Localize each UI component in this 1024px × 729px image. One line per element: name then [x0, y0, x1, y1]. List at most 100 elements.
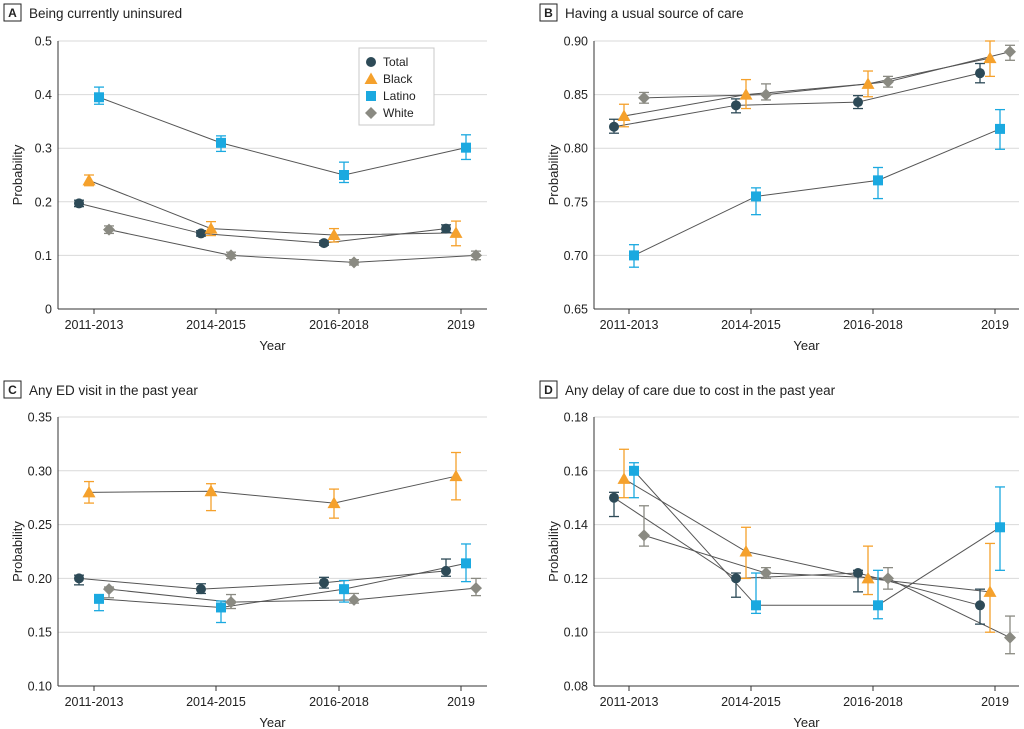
y-tick-label: 0.65 [564, 303, 588, 317]
y-tick-label: 0.75 [564, 195, 588, 209]
x-tick-label: 2014-2015 [721, 318, 781, 332]
x-tick-label: 2011-2013 [65, 318, 124, 332]
data-point-black [739, 88, 753, 100]
data-point-latino [873, 175, 883, 186]
y-tick-label: 0.18 [564, 411, 588, 425]
data-point-white [470, 249, 482, 262]
series-white [103, 577, 482, 610]
x-axis-title: Year [793, 715, 820, 729]
data-point-latino [751, 191, 761, 202]
series-line-white [108, 587, 477, 603]
panel-title: Having a usual source of care [565, 6, 744, 21]
panel-letter: B [544, 6, 553, 20]
series-line-black [623, 478, 991, 593]
data-point-total [853, 568, 863, 579]
data-point-black [617, 472, 631, 484]
series-line-total [78, 202, 447, 244]
data-point-total [609, 492, 619, 503]
data-point-white [638, 91, 650, 104]
panel-letter: C [8, 383, 17, 397]
y-tick-label: 0.20 [28, 572, 52, 586]
series-latino [629, 462, 1005, 620]
data-point-black [204, 222, 218, 234]
data-point-black [983, 585, 997, 597]
data-point-white [103, 583, 115, 596]
panel-letter-box [3, 380, 22, 399]
series-line-white [643, 51, 1011, 99]
panel-letter-box [539, 3, 558, 22]
x-tick-label: 2014-2015 [186, 318, 246, 332]
data-point-total [441, 223, 451, 234]
series-black [617, 448, 997, 633]
legend-label-latino: Latino [383, 89, 416, 103]
legend-label-white: White [383, 106, 414, 120]
x-tick-label: 2019 [981, 318, 1009, 332]
y-tick-label: 0.80 [564, 142, 588, 156]
series-total [74, 558, 451, 595]
panel-title: Any ED visit in the past year [29, 383, 198, 398]
error-bar [873, 569, 883, 620]
data-point-total [731, 100, 741, 111]
chart-panel-d: D Any delay of care due to cost in the pa… [539, 380, 1019, 729]
data-point-white [348, 256, 360, 269]
x-tick-label: 2014-2015 [721, 695, 781, 709]
series-line-white [643, 534, 1011, 639]
series-black [82, 173, 463, 247]
series-line-latino [98, 96, 467, 176]
data-point-black [327, 496, 341, 509]
y-tick-label: 0.14 [564, 518, 588, 532]
data-point-total [196, 228, 206, 239]
data-point-total [975, 68, 985, 79]
data-point-white [882, 572, 894, 585]
data-point-latino [339, 584, 349, 595]
x-tick-label: 2014-2015 [186, 695, 246, 709]
y-tick-label: 0.10 [564, 626, 588, 640]
data-point-white [470, 582, 482, 595]
y-tick-label: 0.12 [564, 572, 588, 586]
data-point-black [861, 571, 875, 584]
panel-letter-box [3, 3, 22, 22]
data-point-latino [873, 600, 883, 611]
y-tick-label: 0.4 [35, 88, 52, 102]
series-line-black [88, 179, 457, 236]
data-point-total [196, 584, 206, 595]
series-latino [629, 108, 1005, 268]
x-tick-label: 2016-2018 [309, 695, 369, 709]
series-white [638, 44, 1016, 104]
series-line-total [78, 570, 447, 590]
y-tick-label: 0.2 [35, 195, 52, 209]
x-tick-label: 2019 [981, 695, 1009, 709]
y-tick-label: 0.1 [35, 249, 52, 263]
y-tick-label: 0.3 [35, 142, 52, 156]
series-latino [94, 543, 471, 624]
data-point-black [204, 484, 218, 497]
series-line-total [613, 72, 981, 128]
data-point-latino [629, 250, 639, 261]
data-point-black [983, 51, 997, 64]
legend-marker-white [365, 107, 377, 119]
y-tick-label: 0.08 [564, 680, 588, 694]
data-point-white [1004, 45, 1016, 58]
data-point-latino [94, 593, 104, 604]
data-point-total [731, 573, 741, 584]
y-tick-label: 0.70 [564, 249, 588, 263]
data-point-black [617, 109, 631, 122]
series-white [638, 505, 1016, 655]
series-line-latino [98, 562, 467, 608]
data-point-white [882, 75, 894, 88]
data-point-latino [216, 137, 226, 148]
data-point-total [609, 121, 619, 132]
x-tick-label: 2011-2013 [600, 318, 659, 332]
series-line-black [623, 57, 991, 117]
data-point-black [82, 485, 96, 498]
series-line-total [613, 497, 981, 606]
y-tick-label: 0 [45, 303, 52, 317]
legend: Total Black Latino White [358, 47, 435, 126]
x-axis-title: Year [259, 715, 286, 729]
y-axis-title: Probability [10, 144, 25, 205]
series-latino [94, 86, 471, 184]
x-tick-label: 2016-2018 [843, 318, 903, 332]
data-point-white [103, 223, 115, 236]
x-tick-label: 2011-2013 [600, 695, 659, 709]
y-tick-label: 0.10 [28, 680, 52, 694]
